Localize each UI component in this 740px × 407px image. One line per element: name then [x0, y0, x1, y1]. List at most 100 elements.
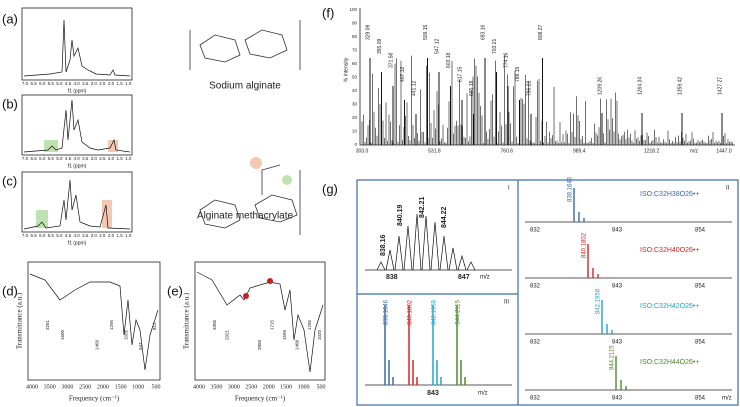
- y-axis-label: Transmittance (a.u.): [16, 292, 24, 349]
- box: [356, 179, 739, 406]
- peak-label: 788.15: [515, 66, 521, 82]
- formula: ISO:C32H42O26•+: [640, 303, 699, 310]
- x-tick-label: 6.0: [39, 156, 46, 161]
- panel-label: (e): [167, 283, 183, 298]
- peak: [439, 235, 449, 271]
- x-axis-label: f1 (ppm): [68, 88, 87, 94]
- y-tick-label: 0: [354, 142, 357, 147]
- x-tick-label: 1.5: [116, 81, 123, 86]
- caption: Alginate methacrylate: [197, 211, 294, 222]
- peak-label: 407.12: [400, 66, 406, 82]
- x-tick-label: 3500: [210, 384, 222, 390]
- x-unit: m/z: [478, 391, 488, 397]
- x-tick-label: 2.0: [108, 156, 115, 161]
- x-tick-label: 1500: [115, 384, 127, 390]
- x-tick-label: 843: [612, 228, 623, 234]
- y-tick-label: 50: [352, 75, 358, 80]
- x-tick-label: 3.0: [91, 156, 98, 161]
- spectrum: [23, 179, 131, 230]
- peak-label: 844.2115: [456, 299, 462, 324]
- x-tick-label: 5.5: [48, 233, 55, 238]
- x-tick-label: 7.0: [22, 233, 29, 238]
- x-tick-label: 4.0: [73, 81, 80, 86]
- peak-label: 808.27: [538, 24, 544, 40]
- formula: ISO:C32H44O26•+: [640, 359, 699, 366]
- x-tick-label: 854: [695, 228, 706, 234]
- peak: [448, 247, 458, 271]
- x-unit: m/z: [722, 396, 732, 402]
- peak-label: 842.21: [419, 196, 426, 218]
- y-tick-label: 70: [352, 48, 358, 53]
- x-tick-label: 1.0: [125, 233, 132, 238]
- x-tick-label: 5.0: [56, 233, 63, 238]
- spectra: [365, 188, 732, 391]
- peak: [421, 215, 431, 271]
- peak-label: 796.22: [526, 80, 532, 96]
- y-tick-label: 100: [349, 7, 357, 12]
- peak: [412, 213, 422, 271]
- x-tick-label: 5.0: [56, 81, 63, 86]
- peak-label: 838.16: [380, 234, 387, 256]
- x-tick-label: 2.5: [99, 81, 106, 86]
- peak-label: 842.1958: [596, 288, 602, 314]
- x-tick-label: 6.0: [39, 233, 46, 238]
- peak: [457, 254, 467, 271]
- x-tick-label: 4.5: [65, 233, 72, 238]
- frame: [21, 171, 133, 233]
- marker: [243, 293, 249, 299]
- x-tick-label: 4.5: [65, 81, 72, 86]
- peak-label: 2921: [225, 329, 230, 340]
- y-tick-label: 10: [352, 129, 358, 134]
- x-tick-label: 6.5: [30, 233, 37, 238]
- marker: [267, 278, 273, 284]
- x-tick-label: 4000: [193, 384, 205, 390]
- x-tick-label: 854: [695, 396, 706, 402]
- x-tick-label: 4.0: [73, 233, 80, 238]
- peak: [430, 221, 440, 271]
- x-tick-label: 989.4: [573, 148, 586, 154]
- x-tick-label: 3.0: [91, 81, 98, 86]
- peak-label: 603.18: [446, 52, 452, 68]
- x-tick-label: 1.0: [125, 156, 132, 161]
- peak-label: 355.09: [377, 38, 383, 54]
- x-axis-label: Frequency (cm⁻¹): [235, 395, 286, 403]
- x-tick-label: 7.0: [22, 156, 29, 161]
- x-tick-label: 832: [530, 340, 541, 346]
- peak-label: 838.1646: [384, 299, 390, 325]
- peak-label: 3261: [45, 319, 50, 330]
- x-tick-label: 1.5: [116, 233, 123, 238]
- x-tick-label: 7.0: [22, 81, 29, 86]
- spectrum: [23, 19, 131, 77]
- peak-label: 947: [138, 342, 143, 350]
- peak-label: 840.1802: [408, 299, 414, 325]
- x-tick-label: 3.5: [82, 156, 89, 161]
- peak-label: 1408: [295, 339, 300, 350]
- peak-label: 547.12: [434, 38, 440, 54]
- x-tick-label: 854: [695, 284, 706, 290]
- highlight: [282, 175, 292, 185]
- x-tick-label: 1.0: [125, 81, 132, 86]
- peak-label: 1264.34: [637, 77, 643, 95]
- peak: [385, 249, 395, 271]
- peak-label: 2850: [257, 339, 262, 350]
- x-tick-label: 303.0: [356, 148, 369, 154]
- peak-label: 441.12: [411, 80, 417, 96]
- x-tick-label: 6.0: [39, 81, 46, 86]
- x-tick-label: 6.5: [30, 156, 37, 161]
- box-label: II: [726, 186, 730, 192]
- highlight: [44, 140, 58, 152]
- y-tick-label: 90: [352, 21, 358, 26]
- x-tick-label: 760.6: [501, 148, 514, 154]
- frame: [27, 261, 161, 381]
- x-tick-label: 3500: [44, 384, 56, 390]
- peak-label: 509.15: [423, 24, 429, 40]
- panel-label: (c): [2, 173, 17, 188]
- peak-label: 812: [152, 322, 157, 330]
- x-tick-label: 843: [612, 284, 623, 290]
- structure: [189, 20, 301, 235]
- peak-label: 3306: [212, 319, 217, 330]
- peak-label: 842.1958: [432, 299, 438, 325]
- x-tick-label: 5.5: [48, 81, 55, 86]
- x-tick-label: 5.5: [48, 156, 55, 161]
- frame: [194, 261, 326, 381]
